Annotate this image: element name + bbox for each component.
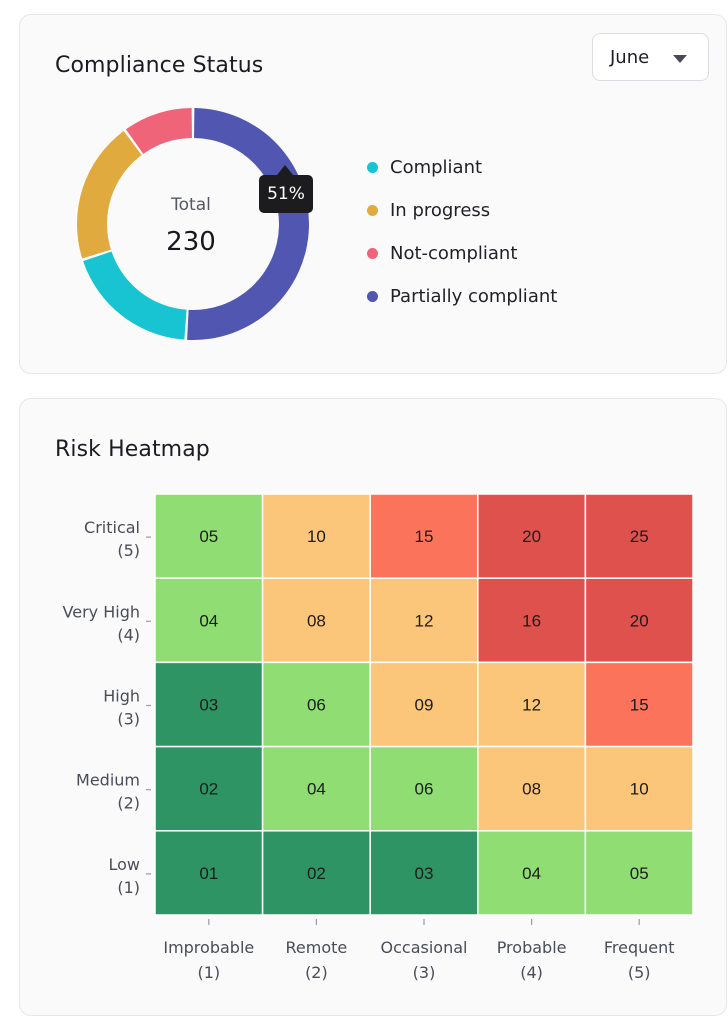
heatmap-cell-value: 09 <box>415 696 434 715</box>
heatmap-cell[interactable] <box>477 830 587 916</box>
donut-slice-not-compliant[interactable] <box>125 108 192 154</box>
heatmap-cell[interactable] <box>477 493 587 579</box>
heatmap-cell-value: 15 <box>415 527 434 546</box>
heatmap-cell-value: 03 <box>199 696 218 715</box>
heatmap-cell[interactable] <box>584 745 694 832</box>
month-dropdown-value: June <box>610 46 650 68</box>
x-axis-label-level: (1) <box>197 963 220 982</box>
compliance-donut-chart <box>77 108 309 340</box>
legend-dot <box>367 205 378 216</box>
heatmap-cell[interactable] <box>369 493 479 579</box>
legend-item-in-progress[interactable]: In progress <box>367 189 557 232</box>
x-axis-label: Frequent <box>604 938 675 957</box>
y-axis-label: High <box>103 687 140 706</box>
y-axis-label: Low <box>108 855 140 874</box>
donut-total-label: Total <box>171 195 211 215</box>
y-axis-label: Medium <box>76 771 140 790</box>
legend-dot <box>367 162 378 173</box>
legend-item-not-compliant[interactable]: Not-compliant <box>367 232 557 275</box>
heatmap-cell-value: 15 <box>630 696 649 715</box>
heatmap-cell-value: 12 <box>415 611 434 630</box>
heatmap-cell-value: 12 <box>522 696 541 715</box>
compliance-status-card: Compliance Status June Total 230 51% Com… <box>19 14 727 374</box>
donut-slice-compliant[interactable] <box>83 251 187 340</box>
x-axis-label: Remote <box>286 938 348 957</box>
legend-label: Not-compliant <box>390 243 518 264</box>
chevron-down-icon <box>673 55 687 63</box>
heatmap-cell[interactable] <box>477 577 587 664</box>
y-axis-label: Critical <box>84 518 140 537</box>
heatmap-cell[interactable] <box>369 745 479 832</box>
x-axis-label-level: (3) <box>413 963 436 982</box>
legend-item-partially-compliant[interactable]: Partially compliant <box>367 275 557 318</box>
y-axis-label-level: (5) <box>117 541 140 560</box>
heatmap-cell-value: 05 <box>630 864 649 883</box>
month-dropdown[interactable]: June <box>592 33 709 81</box>
legend-label: Compliant <box>390 157 483 178</box>
heatmap-cell-value: 25 <box>630 527 649 546</box>
heatmap-cell-value: 02 <box>307 864 326 883</box>
risk-heatmap-title: Risk Heatmap <box>55 437 210 462</box>
heatmap-cell[interactable] <box>154 661 264 748</box>
risk-heatmap-card: Risk Heatmap 05 10 15 20 25 04 08 12 16 20 03 06 09 1… <box>19 398 727 1016</box>
heatmap-cell[interactable] <box>261 661 371 748</box>
heatmap-cell-value: 05 <box>199 527 218 546</box>
y-axis-label-level: (2) <box>117 794 140 813</box>
donut-total-value: 230 <box>166 227 216 257</box>
y-axis-label-level: (1) <box>117 878 140 897</box>
legend-dot <box>367 248 378 259</box>
heatmap-cell[interactable] <box>584 661 694 748</box>
x-axis-label: Occasional <box>381 938 468 957</box>
heatmap-cell[interactable] <box>261 830 371 916</box>
heatmap-cell-value: 20 <box>522 527 541 546</box>
heatmap-cell-value: 06 <box>415 780 434 799</box>
heatmap-cell-value: 02 <box>199 780 218 799</box>
heatmap-cell-value: 10 <box>307 527 326 546</box>
compliance-status-title: Compliance Status <box>55 53 264 78</box>
heatmap-cell-value: 16 <box>522 611 541 630</box>
donut-tooltip: 51% <box>259 175 313 213</box>
y-axis-label-level: (3) <box>117 710 140 729</box>
x-axis-label-level: (4) <box>520 963 543 982</box>
heatmap-cell-value: 04 <box>522 864 541 883</box>
heatmap-cell[interactable] <box>154 493 264 579</box>
heatmap-cell[interactable] <box>584 577 694 664</box>
heatmap-cell[interactable] <box>477 745 587 832</box>
heatmap-cell[interactable] <box>584 493 694 579</box>
heatmap-cell[interactable] <box>584 830 694 916</box>
heatmap-cell-value: 08 <box>307 611 326 630</box>
x-axis-label: Improbable <box>163 938 254 957</box>
heatmap-cell-value: 06 <box>307 696 326 715</box>
heatmap-cell[interactable] <box>154 830 264 916</box>
legend-label: In progress <box>390 200 491 221</box>
risk-heatmap-chart: 05 10 15 20 25 04 08 12 16 20 03 06 09 12 15 02 04 06 08 10… <box>63 493 694 982</box>
y-axis-label-level: (4) <box>117 625 140 644</box>
tooltip-arrow <box>277 165 293 175</box>
legend-dot <box>367 291 378 302</box>
heatmap-cell-value: 08 <box>522 780 541 799</box>
heatmap-cell[interactable] <box>477 661 587 748</box>
heatmap-cell-value: 01 <box>199 864 218 883</box>
legend-item-compliant[interactable]: Compliant <box>367 146 557 189</box>
legend-label: Partially compliant <box>390 286 558 307</box>
y-axis-label: Very High <box>63 602 140 621</box>
heatmap-cell-value: 20 <box>630 611 649 630</box>
heatmap-cell-value: 04 <box>307 780 326 799</box>
donut-slice-in-progress[interactable] <box>77 130 142 259</box>
x-axis-label: Probable <box>497 938 567 957</box>
compliance-legend: Compliant In progress Not-compliant Part… <box>367 146 557 318</box>
x-axis-label-level: (5) <box>628 963 651 982</box>
heatmap-cell-value: 10 <box>630 780 649 799</box>
x-axis-label-level: (2) <box>305 963 328 982</box>
donut-slice-partially-compliant[interactable] <box>187 108 309 340</box>
heatmap-cell[interactable] <box>154 577 264 664</box>
heatmap-cell-value: 04 <box>199 611 218 630</box>
heatmap-cell-value: 03 <box>415 864 434 883</box>
